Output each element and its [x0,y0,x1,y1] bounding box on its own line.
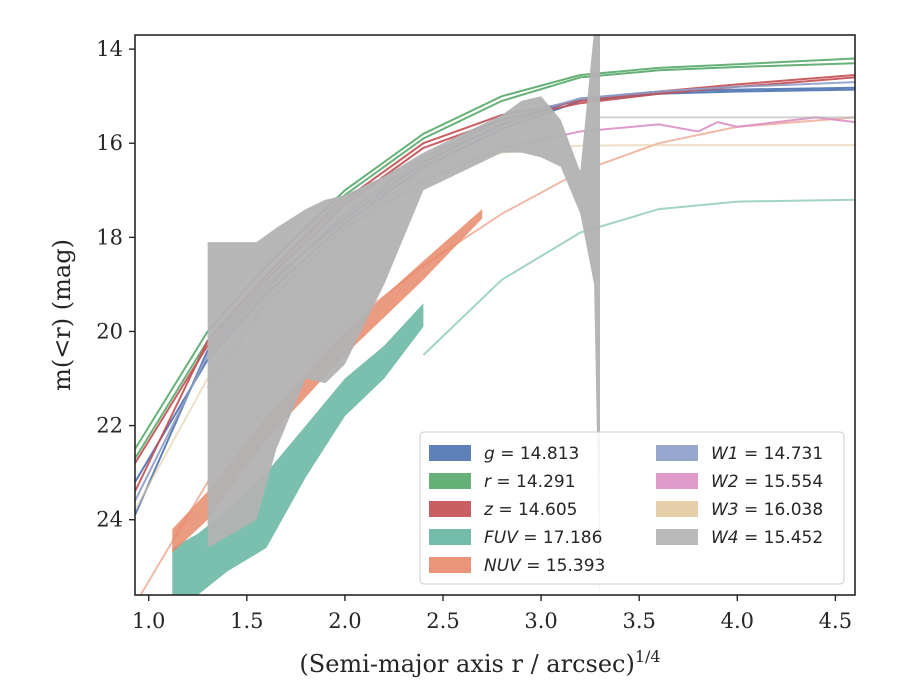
legend-label: NUV = 15.393 [484,556,605,576]
legend-label: W3 = 16.038 [711,500,823,520]
x-tick-label: 2.5 [426,609,459,633]
legend-swatch [429,501,471,517]
legend-item-nuv: NUV = 15.393 [429,556,605,576]
legend-swatch [429,557,471,573]
y-axis-label: m(<r) (mag) [48,239,76,391]
legend-item-z: z = 14.605 [429,500,577,520]
x-axis: 1.0 1.5 2.0 2.5 3.0 3.5 4.0 4.5 [132,595,852,633]
x-axis-label: (Semi-major axis r / arcsec)1/4 [299,647,660,678]
legend-label: W1 = 14.731 [711,444,823,464]
plot-frame [134,34,856,596]
y-tick-label: 14 [96,37,123,61]
y-tick-label: 20 [96,319,123,343]
legend: g = 14.813 r = 14.291 z = 14.605 FUV = 17.1… [419,431,845,585]
legend-swatch [429,473,471,489]
legend-swatch [656,529,698,545]
y-axis: 14 16 18 20 22 24 [96,37,135,532]
legend-label: g = 14.813 [484,444,579,464]
legend-label: FUV = 17.186 [484,528,602,548]
y-tick-label: 22 [96,414,123,438]
legend-box [419,431,845,585]
legend-label: W4 = 15.452 [711,528,823,548]
x-tick-label: 3.0 [524,609,557,633]
legend-swatch [656,501,698,517]
legend-item-g: g = 14.813 [429,444,579,464]
data-layer [135,35,855,595]
legend-label: W2 = 15.554 [711,472,823,492]
legend-item-r: r = 14.291 [429,472,576,492]
x-tick-label: 4.5 [819,609,852,633]
series-fuv-line-1 [422,198,855,356]
y-tick-label: 18 [96,225,123,249]
y-tick-label: 24 [96,508,123,532]
x-axis-label-text: (Semi-major axis r / arcsec) [299,650,634,678]
x-tick-label: 1.5 [230,609,263,633]
legend-item-w1: W1 = 14.731 [656,444,823,464]
legend-item-w4: W4 = 15.452 [656,528,823,548]
legend-swatch [429,529,471,545]
legend-item-fuv: FUV = 17.186 [429,528,602,548]
legend-item-w2: W2 = 15.554 [656,472,823,492]
legend-item-w3: W3 = 16.038 [656,500,823,520]
legend-swatch [656,445,698,461]
series-nuv-band-0 [172,209,483,553]
x-tick-label: 2.0 [328,609,361,633]
series-w4-band-0 [207,35,600,595]
x-tick-label: 4.0 [721,609,754,633]
legend-label: z = 14.605 [483,500,577,520]
y-tick-label: 16 [96,131,123,155]
x-axis-label-exponent: 1/4 [635,647,661,666]
x-tick-label: 3.5 [622,609,655,633]
x-tick-label: 1.0 [132,609,165,633]
legend-swatch [429,445,471,461]
legend-swatch [656,473,698,489]
legend-label: r = 14.291 [484,472,576,492]
